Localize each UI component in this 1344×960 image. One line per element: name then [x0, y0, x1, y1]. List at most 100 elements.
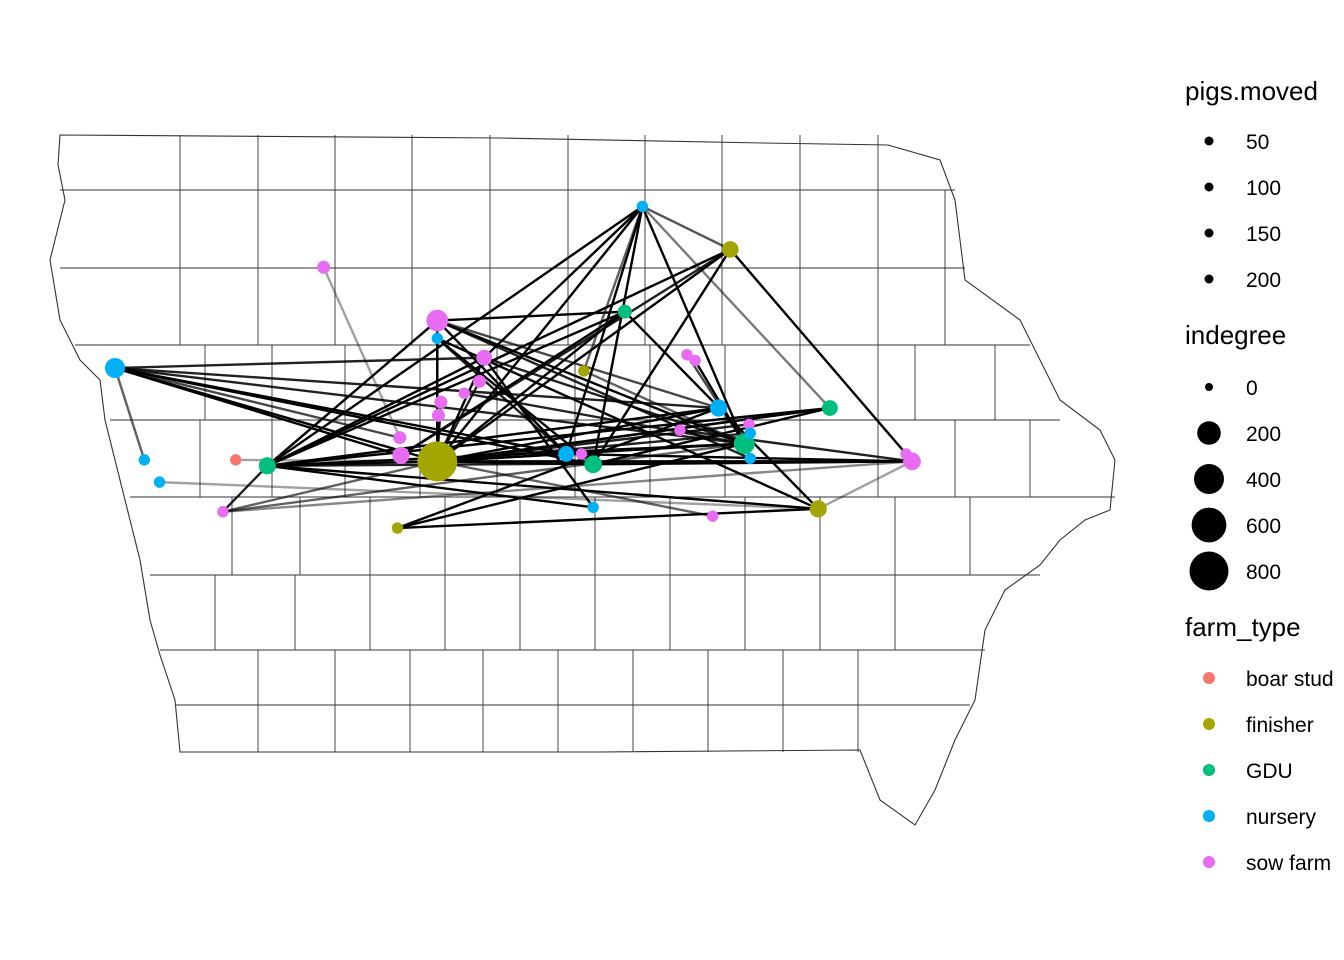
- movement-edge-81: [641, 205, 831, 409]
- legend-indegree: indegree 0 200 400 600 800: [1185, 320, 1286, 591]
- movement-edge-8: [113, 367, 146, 461]
- farm-node-f26: [575, 448, 588, 460]
- movement-edges: [113, 205, 913, 530]
- legend-indegree-label-4: 600: [1246, 515, 1281, 538]
- farm-node-f21: [431, 408, 445, 422]
- legend-farm-key-3: [1203, 764, 1215, 776]
- farm-node-f24: [578, 365, 590, 377]
- farm-node-f10: [558, 446, 575, 462]
- farm-node-f17: [317, 260, 331, 274]
- legend-title-indegree: indegree: [1185, 320, 1286, 350]
- movement-edge-2: [114, 366, 402, 457]
- movement-edge-6: [114, 366, 567, 456]
- movement-edge-10: [436, 205, 644, 463]
- movement-edge-67: [322, 266, 401, 439]
- farm-node-f38: [689, 354, 701, 367]
- legend-pigs-key-4: [1204, 274, 1214, 284]
- legend-indegree-label-1: 0: [1246, 377, 1258, 400]
- movement-edge-3: [114, 366, 745, 445]
- movement-edge-61: [267, 460, 438, 468]
- legend-indegree-label-5: 800: [1246, 561, 1281, 584]
- movement-edge-18: [266, 248, 731, 467]
- legend: pigs.moved 50 100 150 200 indegree 0 200 400 6…: [1185, 76, 1334, 875]
- farm-node-f3: [105, 358, 125, 378]
- movement-edge-13: [591, 206, 644, 465]
- movement-edge-42: [267, 406, 831, 468]
- movement-edge-40: [483, 356, 595, 509]
- movement-edge-29: [436, 310, 626, 463]
- farm-node-f8: [709, 399, 728, 417]
- movement-edge-25: [436, 319, 568, 455]
- farm-node-f29: [744, 452, 756, 465]
- farm-node-f36: [587, 501, 599, 514]
- farm-node-f31: [138, 454, 150, 466]
- legend-farm-label-5: sow farm: [1246, 852, 1331, 875]
- legend-pigs-label-2: 100: [1246, 177, 1281, 200]
- movement-edge-54: [566, 452, 912, 463]
- movement-edge-44: [437, 406, 719, 463]
- movement-edge-45: [267, 406, 719, 468]
- movement-edge-76: [437, 432, 751, 463]
- farm-nodes: [105, 200, 921, 534]
- legend-farm-key-4: [1203, 810, 1215, 822]
- movement-edge-78: [679, 429, 913, 463]
- movement-edge-23: [437, 310, 625, 322]
- movement-edge-26: [436, 319, 719, 410]
- legend-farm-key-5: [1203, 856, 1215, 868]
- farm-node-f2: [426, 309, 449, 332]
- movement-edge-63: [221, 464, 269, 513]
- farm-node-f20: [434, 395, 448, 409]
- farm-node-f30: [900, 448, 912, 460]
- farm-node-f22: [393, 431, 407, 445]
- legend-farm-key-2: [1203, 718, 1215, 730]
- farm-node-f6: [636, 200, 649, 213]
- legend-indegree-label-3: 400: [1246, 469, 1281, 492]
- movement-edge-7: [114, 356, 485, 370]
- movement-edge-82: [641, 205, 731, 251]
- farm-node-f13: [258, 457, 276, 475]
- farm-node-f5: [722, 241, 739, 258]
- farm-node-f18: [431, 332, 443, 345]
- movement-edge-59: [267, 464, 594, 509]
- movement-edge-64: [222, 460, 913, 513]
- movement-edge-31: [266, 310, 626, 467]
- farm-node-f9: [822, 400, 838, 416]
- movement-edge-66: [159, 480, 819, 510]
- legend-indegree-key-4: [1191, 507, 1227, 543]
- movement-edge-80: [583, 369, 745, 445]
- legend-indegree-key-2: [1197, 421, 1221, 445]
- farm-node-f39: [458, 387, 470, 399]
- legend-pigs-key-2: [1204, 182, 1214, 192]
- farm-node-f14: [809, 500, 827, 518]
- movement-edge-17: [436, 248, 732, 463]
- legend-indegree-key-3: [1194, 464, 1224, 494]
- farm-node-f25: [674, 424, 686, 436]
- legend-farm-type: farm_type boar stud finisher GDU nursery sow…: [1185, 612, 1334, 875]
- legend-pigs-label-3: 150: [1246, 223, 1281, 246]
- farm-node-f1: [417, 441, 458, 482]
- movement-edge-16: [641, 205, 731, 251]
- legend-pigs-label-1: 50: [1246, 131, 1269, 154]
- farm-node-f7: [617, 304, 632, 319]
- legend-pigs-label-4: 200: [1246, 269, 1281, 292]
- legend-indegree-label-2: 200: [1246, 423, 1281, 446]
- movement-edge-12: [641, 205, 746, 445]
- movement-edge-77: [437, 423, 750, 463]
- legend-title-farm-type: farm_type: [1185, 612, 1301, 642]
- movement-edge-68: [817, 460, 913, 510]
- legend-pigs-moved: pigs.moved 50 100 150 200: [1185, 76, 1318, 292]
- farm-node-f28: [744, 427, 756, 439]
- farm-node-f19: [472, 374, 486, 388]
- legend-pigs-key-3: [1204, 228, 1214, 238]
- iowa-map: [49, 134, 1116, 826]
- legend-title-pigs-moved: pigs.moved: [1185, 76, 1318, 106]
- legend-farm-label-3: GDU: [1246, 760, 1293, 783]
- farm-node-f12: [584, 455, 603, 474]
- legend-farm-label-4: nursery: [1246, 806, 1317, 829]
- legend-indegree-key-5: [1189, 551, 1229, 591]
- legend-farm-label-2: finisher: [1246, 714, 1314, 737]
- farm-node-f23: [681, 348, 693, 361]
- legend-farm-key-1: [1203, 672, 1215, 684]
- movement-edge-62: [222, 460, 438, 513]
